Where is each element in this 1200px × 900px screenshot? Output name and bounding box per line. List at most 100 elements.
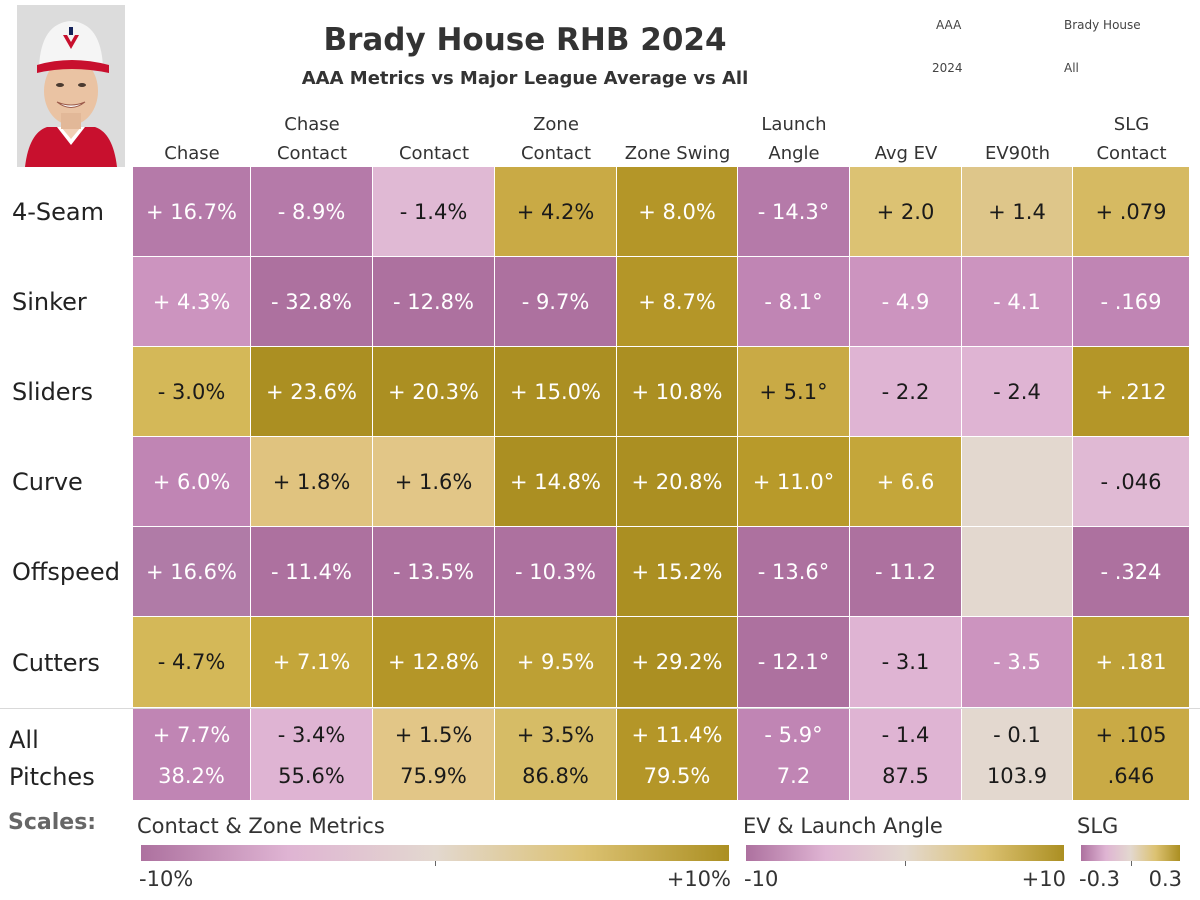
- scale-min-label: -0.3: [1079, 867, 1120, 891]
- heatmap-cell: - 13.6°: [738, 527, 850, 617]
- column-header-line: [850, 110, 962, 139]
- column-header-line: Zone Swing: [624, 143, 731, 164]
- column-header-line: Avg EV: [874, 143, 938, 164]
- all-pitches-value: 79.5%: [643, 763, 711, 788]
- scale-max-label: +10%: [666, 867, 731, 891]
- filter-season[interactable]: 2024: [932, 61, 963, 75]
- filter-player[interactable]: Brady House: [1064, 18, 1141, 32]
- all-pitches-cell: - 3.4% 55.6%: [251, 709, 373, 801]
- heatmap-cell: - 32.8%: [251, 257, 373, 347]
- heatmap-cell: - 1.4%: [373, 167, 495, 257]
- column-header-line: [373, 110, 495, 139]
- all-pitches-cell: - 5.9° 7.2: [738, 709, 850, 801]
- heatmap-cell: + 1.8%: [251, 437, 373, 527]
- column-header-line: Chase: [164, 143, 220, 164]
- all-pitches-value: 86.8%: [522, 763, 589, 788]
- heatmap-cell: + 1.4: [962, 167, 1073, 257]
- heatmap-cell: + 7.1%: [251, 617, 373, 708]
- all-pitches-diff: + 1.5%: [394, 723, 473, 748]
- all-pitches-diff: - 5.9°: [764, 723, 823, 748]
- column-header-line: Contact: [398, 143, 470, 164]
- all-pitches-diff: - 1.4: [881, 723, 930, 748]
- scale-gradient-bar: [746, 845, 1064, 861]
- column-header-line: Launch: [761, 114, 827, 135]
- row-label: Sliders: [12, 378, 93, 406]
- column-header: Chase: [133, 110, 251, 168]
- heatmap-cell: + 1.6%: [373, 437, 495, 527]
- heatmap-cell: - 12.1°: [738, 617, 850, 708]
- all-pitches-value: 103.9: [986, 763, 1048, 788]
- heatmap-cell: + 4.2%: [495, 167, 617, 257]
- all-pitches-label-line: All: [9, 726, 39, 754]
- heatmap-cell: - 13.5%: [373, 527, 495, 617]
- all-pitches-diff: - 0.1: [993, 723, 1041, 748]
- column-header: Launch Angle: [738, 110, 850, 168]
- heatmap-cell: + 8.0%: [617, 167, 738, 257]
- row-label: Cutters: [12, 648, 100, 677]
- heatmap-cell: + 6.6: [850, 437, 962, 527]
- column-header: Contact: [373, 110, 495, 168]
- column-header: Zone Contact: [495, 110, 617, 168]
- all-pitches-label: All Pitches: [9, 722, 95, 796]
- heatmap-cell: [962, 437, 1073, 527]
- column-header-line: Zone: [533, 114, 579, 135]
- heatmap-cell: + 10.8%: [617, 347, 738, 437]
- scale-title: Contact & Zone Metrics: [137, 814, 385, 838]
- scale-mid-tick: [905, 861, 906, 866]
- all-pitches-value: .646: [1107, 763, 1155, 788]
- heatmap-cell: - 9.7%: [495, 257, 617, 347]
- column-header-line: Contact: [1096, 143, 1167, 164]
- heatmap-cell: [962, 527, 1073, 617]
- row-label: 4-Seam: [12, 198, 105, 226]
- player-photo: [17, 5, 125, 167]
- heatmap-cell: - 14.3°: [738, 167, 850, 257]
- heatmap-cell: - 4.7%: [133, 617, 251, 708]
- scale-mid-tick: [1130, 861, 1132, 866]
- heatmap-cell: + .079: [1073, 167, 1190, 257]
- all-pitches-cell: + 3.5% 86.8%: [495, 709, 617, 801]
- column-header-line: Angle: [768, 143, 820, 164]
- all-pitches-value: 75.9%: [400, 763, 467, 788]
- all-pitches-diff: + 7.7%: [152, 723, 231, 748]
- filter-level[interactable]: AAA: [936, 18, 962, 32]
- column-header-line: [617, 110, 738, 139]
- heatmap-cell: - .324: [1073, 527, 1190, 617]
- scale-title: EV & Launch Angle: [743, 814, 943, 838]
- filter-pitch-group[interactable]: All: [1064, 61, 1079, 75]
- column-header-line: [962, 110, 1073, 139]
- heatmap-cell: - 11.2: [850, 527, 962, 617]
- heatmap-cell: - 10.3%: [495, 527, 617, 617]
- heatmap-cell: + 2.0: [850, 167, 962, 257]
- all-pitches-diff: + 11.4%: [631, 723, 723, 748]
- scale-max-label: +10: [1021, 867, 1066, 891]
- all-pitches-diff: - 3.4%: [277, 723, 346, 748]
- column-header-line: [133, 110, 251, 139]
- heatmap-cell: - 3.0%: [133, 347, 251, 437]
- heatmap-cell: - 3.1: [850, 617, 962, 708]
- heatmap-cell: - 4.9: [850, 257, 962, 347]
- heatmap-cell: - 11.4%: [251, 527, 373, 617]
- column-header: EV90th: [962, 110, 1073, 168]
- all-pitches-divider: [0, 708, 1200, 709]
- heatmap-cell: - .046: [1073, 437, 1190, 527]
- column-header-line: EV90th: [984, 143, 1051, 164]
- all-pitches-diff: + 3.5%: [516, 723, 595, 748]
- heatmap-cell: - 12.8%: [373, 257, 495, 347]
- all-pitches-value: 7.2: [776, 763, 811, 788]
- heatmap-cell: - 2.4: [962, 347, 1073, 437]
- all-pitches-cell: + .105 .646: [1073, 709, 1190, 801]
- heatmap-cell: + 16.7%: [133, 167, 251, 257]
- heatmap-cell: + 20.8%: [617, 437, 738, 527]
- scale-min-label: -10%: [139, 867, 194, 891]
- all-pitches-label-line: Pitches: [9, 763, 95, 791]
- all-pitches-cell: + 7.7% 38.2%: [133, 709, 251, 801]
- heatmap-cell: + 20.3%: [373, 347, 495, 437]
- heatmap-cell: - .169: [1073, 257, 1190, 347]
- row-label: Curve: [12, 468, 83, 496]
- all-pitches-cell: + 1.5% 75.9%: [373, 709, 495, 801]
- column-header: SLG Contact: [1073, 110, 1190, 168]
- all-pitches-value: 38.2%: [158, 763, 225, 788]
- heatmap-cell: + 5.1°: [738, 347, 850, 437]
- heatmap-cell: + 15.0%: [495, 347, 617, 437]
- heatmap-cell: + .212: [1073, 347, 1190, 437]
